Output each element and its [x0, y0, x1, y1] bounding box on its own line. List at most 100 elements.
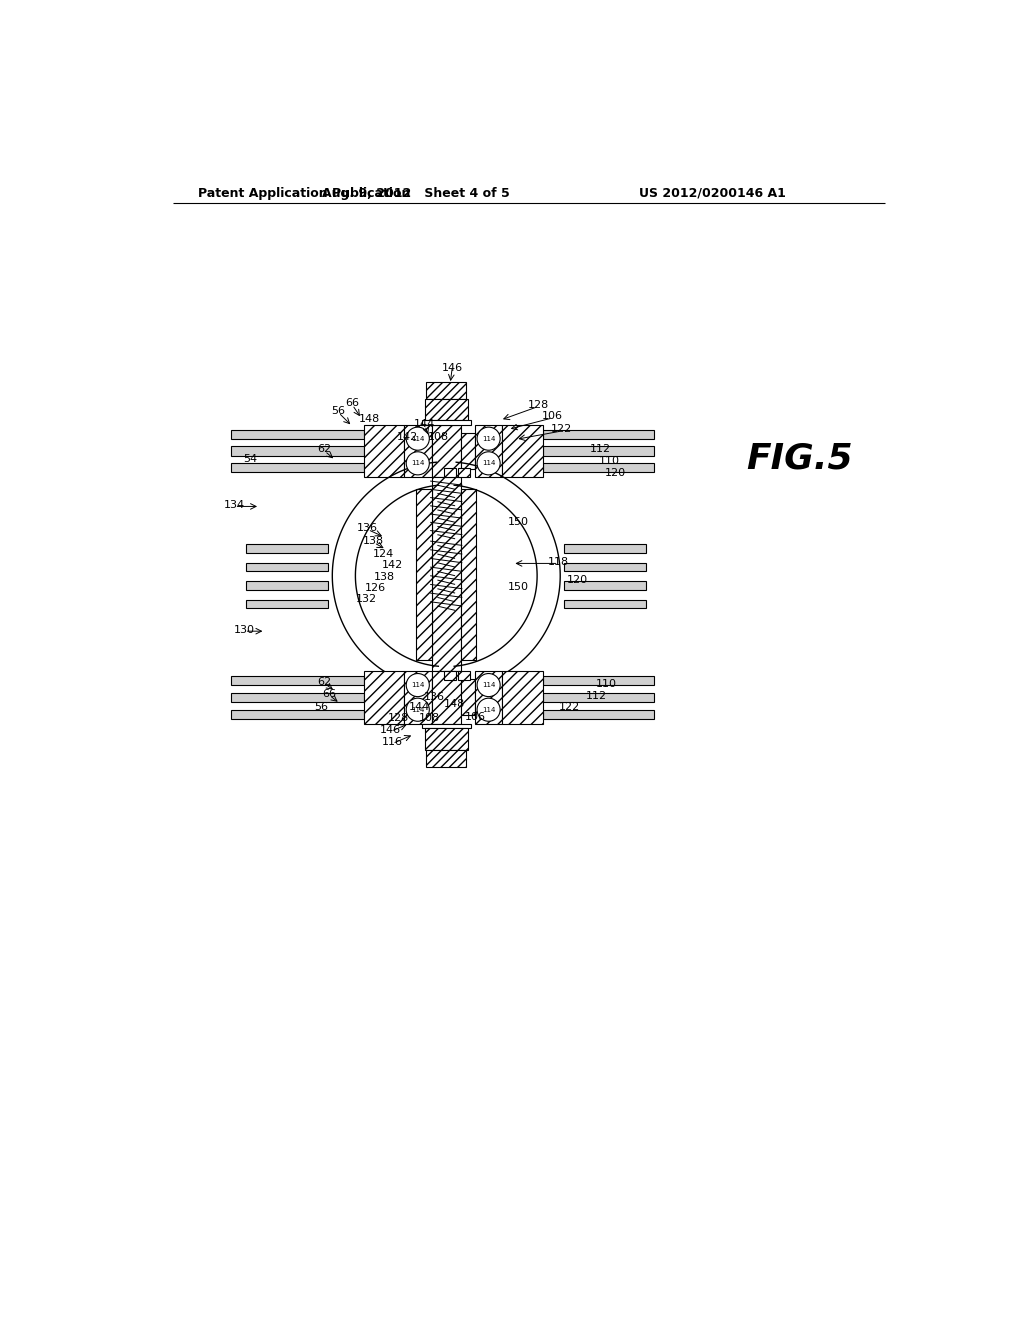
Bar [246, 599, 329, 609]
Bar [403, 671, 432, 723]
Bar [230, 693, 364, 702]
Text: 114: 114 [482, 706, 496, 713]
Bar [475, 425, 503, 478]
Text: 54: 54 [243, 454, 257, 463]
Bar [364, 425, 403, 478]
Text: 110: 110 [599, 455, 620, 466]
Circle shape [477, 673, 500, 697]
Text: 114: 114 [482, 436, 496, 442]
Bar [475, 671, 503, 723]
Text: 146: 146 [380, 725, 401, 735]
Circle shape [477, 428, 500, 450]
Bar [564, 562, 646, 572]
Circle shape [477, 451, 500, 475]
Bar [564, 544, 646, 553]
Bar [444, 469, 457, 478]
Bar [432, 433, 445, 469]
Bar [230, 463, 364, 473]
Text: 128: 128 [528, 400, 549, 409]
Text: 120: 120 [605, 467, 627, 478]
Bar [564, 599, 646, 609]
Text: 136: 136 [357, 523, 378, 533]
Text: 106: 106 [465, 711, 486, 722]
Text: 130: 130 [234, 624, 255, 635]
Bar [426, 381, 466, 399]
Text: 144: 144 [409, 702, 430, 711]
Bar [503, 671, 543, 723]
Circle shape [407, 698, 429, 721]
Bar [425, 729, 468, 750]
Text: 114: 114 [482, 461, 496, 466]
Text: 144: 144 [414, 418, 435, 429]
Bar [230, 676, 364, 685]
Text: 134: 134 [224, 500, 245, 510]
Bar [432, 478, 461, 671]
Text: 62: 62 [317, 677, 332, 686]
Bar [416, 488, 432, 660]
Text: 118: 118 [548, 557, 569, 566]
Text: 142: 142 [397, 432, 419, 442]
Text: 108: 108 [419, 713, 440, 723]
Text: 150: 150 [508, 517, 529, 527]
Bar [230, 446, 364, 455]
Bar [458, 671, 470, 681]
Text: 150: 150 [508, 582, 529, 591]
Bar [461, 433, 475, 469]
Bar [543, 429, 654, 438]
Bar [422, 723, 471, 729]
Bar [503, 425, 543, 478]
Text: 56: 56 [332, 407, 345, 416]
Text: 66: 66 [345, 399, 359, 408]
Text: 146: 146 [442, 363, 463, 372]
Bar [461, 488, 476, 660]
Text: 148: 148 [443, 698, 465, 709]
Text: Patent Application Publication: Patent Application Publication [199, 186, 411, 199]
Bar [246, 544, 329, 553]
Bar [246, 581, 329, 590]
Bar [364, 671, 403, 723]
Text: 120: 120 [566, 576, 588, 585]
Text: 114: 114 [411, 461, 425, 466]
Text: 62: 62 [317, 445, 332, 454]
Bar [444, 671, 457, 681]
Text: 114: 114 [411, 706, 425, 713]
Text: 108: 108 [428, 432, 450, 442]
Text: 148: 148 [358, 413, 380, 424]
Text: 128: 128 [388, 713, 410, 723]
Bar [403, 425, 432, 478]
Text: FIG.5: FIG.5 [746, 442, 853, 475]
Text: 114: 114 [482, 682, 496, 688]
Text: 138: 138 [364, 536, 384, 546]
Text: 112: 112 [590, 445, 611, 454]
Bar [246, 562, 329, 572]
Text: 132: 132 [355, 594, 377, 603]
Text: 142: 142 [382, 560, 403, 570]
Text: 114: 114 [411, 436, 425, 442]
Bar [543, 710, 654, 719]
Text: 106: 106 [542, 412, 563, 421]
Circle shape [407, 451, 429, 475]
Bar [461, 678, 475, 715]
Text: 126: 126 [365, 583, 386, 593]
Bar [564, 581, 646, 590]
Bar [425, 399, 468, 420]
Text: Aug. 9, 2012   Sheet 4 of 5: Aug. 9, 2012 Sheet 4 of 5 [322, 186, 509, 199]
Circle shape [407, 428, 429, 450]
Text: 110: 110 [596, 678, 616, 689]
Text: 66: 66 [323, 689, 336, 698]
Bar [543, 463, 654, 473]
Bar [426, 750, 466, 767]
Circle shape [407, 673, 429, 697]
Bar [432, 678, 445, 715]
Bar [230, 429, 364, 438]
Text: 116: 116 [382, 737, 402, 747]
Text: 122: 122 [559, 702, 580, 711]
Bar [230, 710, 364, 719]
Circle shape [477, 698, 500, 721]
Bar [543, 446, 654, 455]
Bar [422, 420, 471, 425]
Bar [543, 676, 654, 685]
Text: 124: 124 [373, 549, 394, 560]
Bar [432, 671, 461, 723]
Bar [432, 425, 461, 478]
